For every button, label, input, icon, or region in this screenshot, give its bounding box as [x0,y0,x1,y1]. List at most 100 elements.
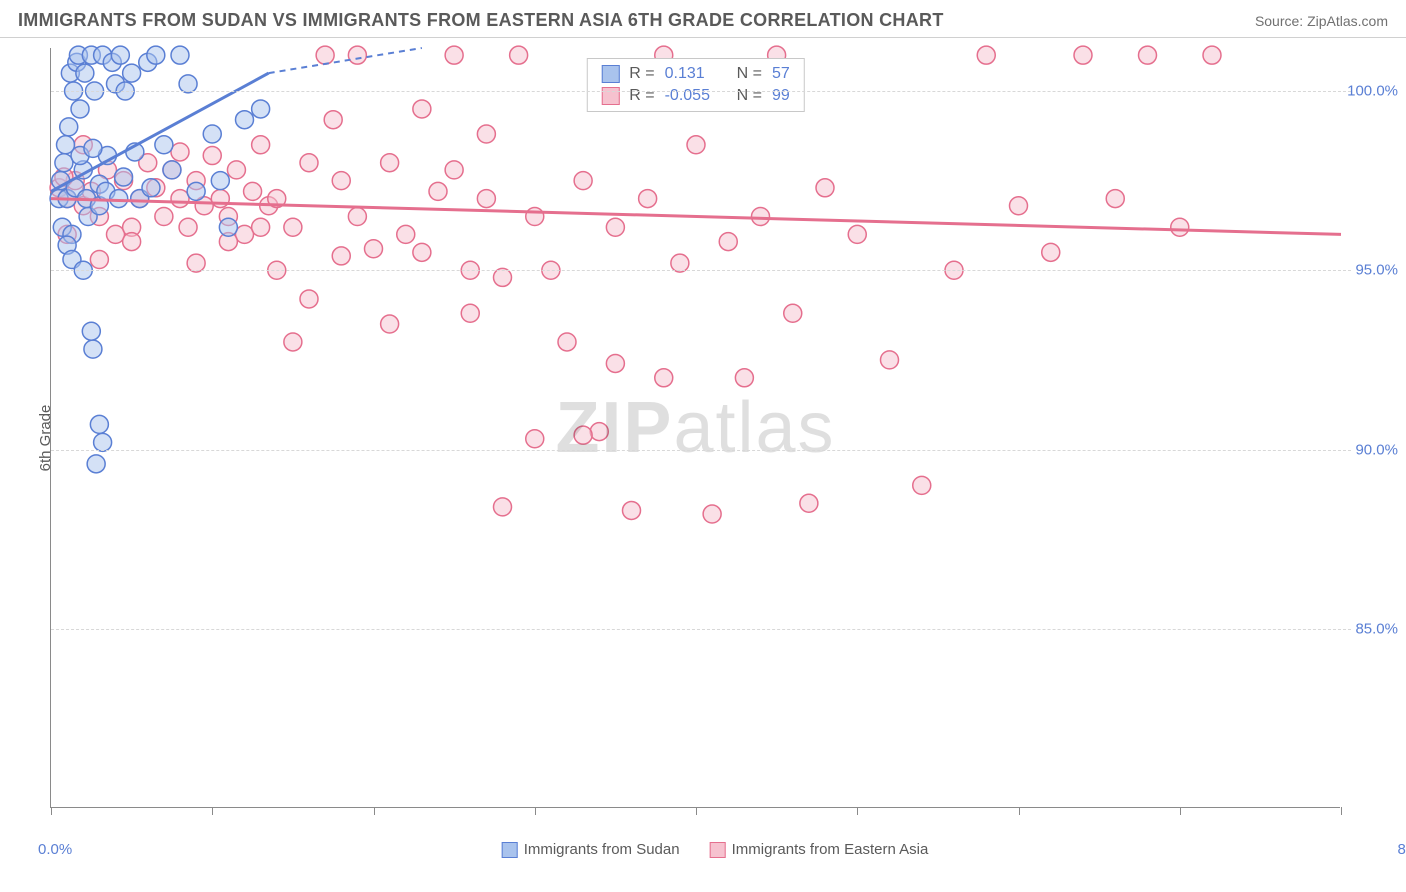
gridline-h [51,91,1351,92]
marker [574,426,592,444]
xtick [857,807,858,815]
marker [332,172,350,190]
marker [284,333,302,351]
marker [142,179,160,197]
marker [526,430,544,448]
marker [60,118,78,136]
marker [881,351,899,369]
marker [445,46,463,64]
legend-item-easia: Immigrants from Eastern Asia [710,841,929,858]
legend-label-easia: Immigrants from Eastern Asia [732,841,929,858]
marker [284,218,302,236]
marker [477,125,495,143]
marker [252,218,270,236]
marker [252,100,270,118]
correlation-legend: R = 0.131 N = 57 R = -0.055 N = 99 [586,58,804,112]
marker [203,147,221,165]
marker [110,190,128,208]
bottom-legend: Immigrants from Sudan Immigrants from Ea… [502,841,929,858]
marker [324,111,342,129]
swatch-easia [601,87,619,105]
marker [494,498,512,516]
marker [155,207,173,225]
marker [461,304,479,322]
marker [147,46,165,64]
legend-label-sudan: Immigrants from Sudan [524,841,680,858]
marker [316,46,334,64]
r-value-sudan: 0.131 [665,65,727,83]
marker [687,136,705,154]
marker [155,136,173,154]
marker [244,182,262,200]
marker [71,100,89,118]
marker [111,46,129,64]
marker [606,218,624,236]
ytick-label: 100.0% [1347,83,1398,100]
marker [171,46,189,64]
marker [300,290,318,308]
marker [445,161,463,179]
marker [784,304,802,322]
n-value-sudan: 57 [772,65,790,83]
marker [348,207,366,225]
marker [413,100,431,118]
marker [913,476,931,494]
xtick [374,807,375,815]
marker [558,333,576,351]
marker [639,190,657,208]
ytick-label: 90.0% [1355,441,1398,458]
marker [1042,243,1060,261]
marker [590,423,608,441]
marker [187,182,205,200]
marker [365,240,383,258]
marker [55,154,73,172]
legend-swatch-sudan [502,842,518,858]
marker [816,179,834,197]
marker [76,64,94,82]
marker [332,247,350,265]
marker [413,243,431,261]
marker [1074,46,1092,64]
plot-canvas: ZIPatlas R = 0.131 N = 57 R = -0.055 N =… [50,48,1340,808]
ytick-label: 95.0% [1355,262,1398,279]
xtick [212,807,213,815]
r-value-easia: -0.055 [665,87,727,105]
marker [606,354,624,372]
marker [236,225,254,243]
x-max-label: 80.0% [1397,841,1406,858]
marker [977,46,995,64]
marker [236,111,254,129]
marker [735,369,753,387]
marker [90,251,108,269]
marker [429,182,447,200]
marker [227,161,245,179]
marker [1139,46,1157,64]
marker [300,154,318,172]
legend-swatch-easia [710,842,726,858]
marker [1203,46,1221,64]
marker [752,207,770,225]
marker [655,369,673,387]
marker [477,190,495,208]
marker [179,218,197,236]
xtick [1180,807,1181,815]
marker [703,505,721,523]
marker [107,225,125,243]
chart-title: IMMIGRANTS FROM SUDAN VS IMMIGRANTS FROM… [18,10,944,31]
chart-source: Source: ZipAtlas.com [1255,13,1388,29]
marker [219,218,237,236]
marker [381,315,399,333]
marker [82,322,100,340]
corr-row-easia: R = -0.055 N = 99 [601,87,789,105]
marker [623,501,641,519]
gridline-h [51,270,1351,271]
marker [252,136,270,154]
marker [526,207,544,225]
marker [1010,197,1028,215]
marker [171,190,189,208]
marker [123,64,141,82]
marker [211,172,229,190]
marker [115,168,133,186]
ytick-label: 85.0% [1355,620,1398,637]
xtick [535,807,536,815]
